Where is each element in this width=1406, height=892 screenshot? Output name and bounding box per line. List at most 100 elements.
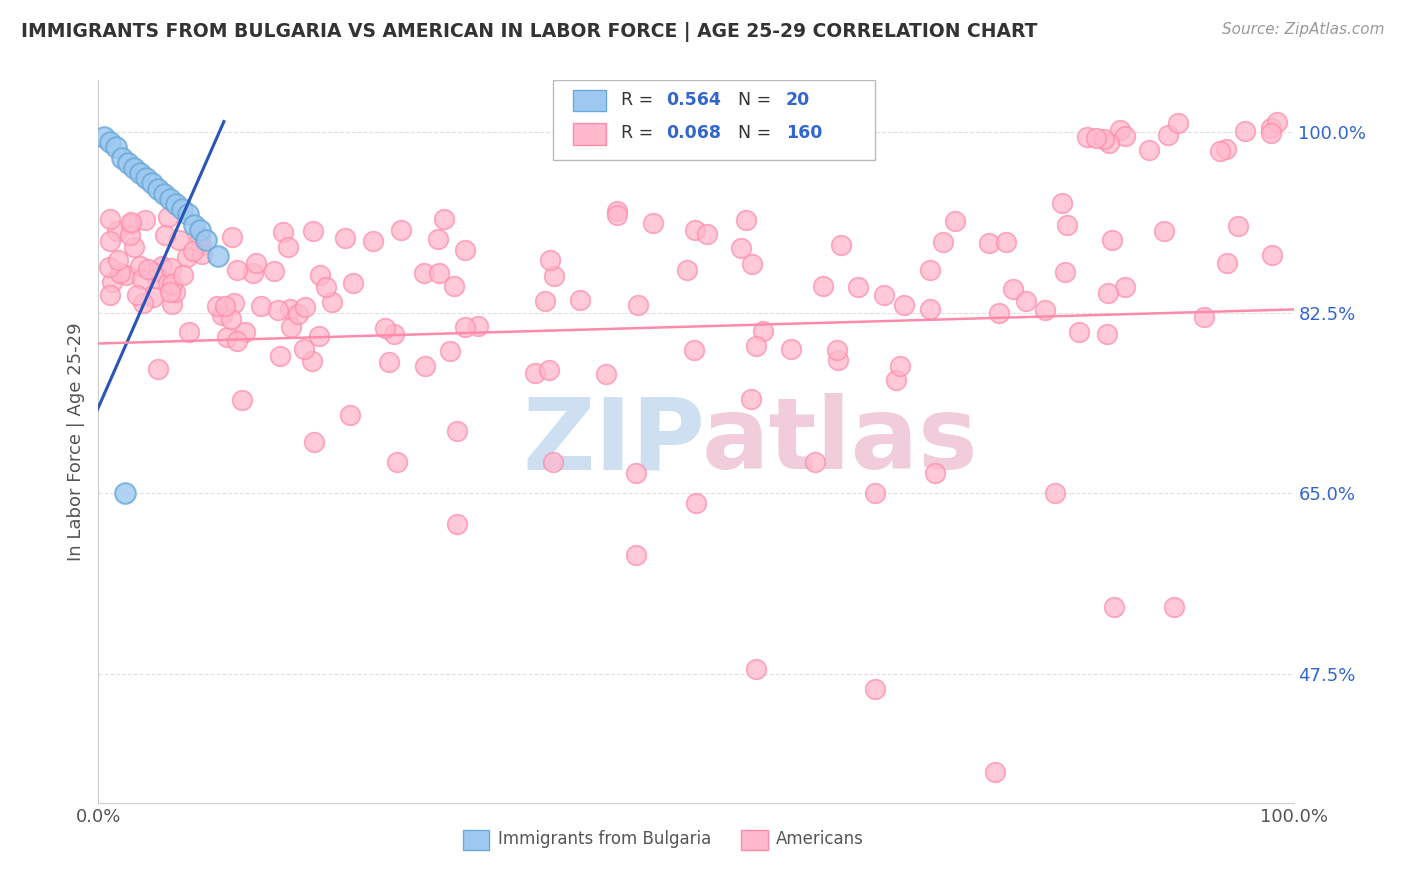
Point xyxy=(1001,282,1024,296)
Point xyxy=(172,268,194,282)
Point xyxy=(242,266,264,280)
Point xyxy=(141,177,163,191)
Point xyxy=(1097,286,1119,301)
Point xyxy=(1043,486,1066,500)
Point xyxy=(740,392,762,406)
Point xyxy=(453,243,475,257)
Point xyxy=(267,303,290,318)
Point xyxy=(413,266,436,280)
Point xyxy=(1265,115,1288,129)
Point xyxy=(176,250,198,264)
Point xyxy=(148,362,170,376)
Point xyxy=(752,324,775,338)
Point xyxy=(280,320,302,334)
Point xyxy=(893,298,915,312)
Text: R =: R = xyxy=(620,91,658,109)
Point xyxy=(1226,219,1249,233)
Point xyxy=(172,202,194,217)
Point xyxy=(142,264,165,278)
Point xyxy=(1153,224,1175,238)
Point xyxy=(533,293,555,308)
Point xyxy=(98,288,121,302)
Point xyxy=(830,238,852,252)
Point xyxy=(433,211,456,226)
Point xyxy=(865,682,887,697)
Point xyxy=(932,235,955,249)
Point xyxy=(361,234,384,248)
Point xyxy=(188,230,211,244)
Point xyxy=(1097,326,1119,341)
Text: R =: R = xyxy=(620,124,658,142)
Point xyxy=(683,343,706,358)
Point xyxy=(1104,599,1126,614)
Point xyxy=(626,548,648,562)
Point xyxy=(146,271,169,285)
Point xyxy=(136,262,159,277)
Point xyxy=(339,408,361,422)
Point xyxy=(1261,248,1284,262)
Point xyxy=(160,277,183,291)
Point xyxy=(207,249,229,263)
Point xyxy=(301,353,323,368)
Point xyxy=(685,223,707,237)
Point xyxy=(413,359,436,373)
Text: Source: ZipAtlas.com: Source: ZipAtlas.com xyxy=(1222,22,1385,37)
Point xyxy=(108,266,131,280)
Point xyxy=(745,339,768,353)
Point xyxy=(924,466,946,480)
Text: 0.068: 0.068 xyxy=(666,124,721,142)
FancyBboxPatch shape xyxy=(553,80,876,160)
Point xyxy=(142,290,165,304)
Text: Americans: Americans xyxy=(776,830,863,848)
Point xyxy=(1163,599,1185,614)
Point xyxy=(157,210,180,224)
Text: 20: 20 xyxy=(786,91,810,109)
Point xyxy=(696,227,718,241)
Point xyxy=(160,261,183,276)
Point xyxy=(120,215,142,229)
Point xyxy=(249,299,271,313)
Point xyxy=(873,288,896,302)
Point xyxy=(117,156,139,170)
Point xyxy=(98,235,121,249)
Text: IMMIGRANTS FROM BULGARIA VS AMERICAN IN LABOR FORCE | AGE 25-29 CORRELATION CHAR: IMMIGRANTS FROM BULGARIA VS AMERICAN IN … xyxy=(21,22,1038,42)
Point xyxy=(231,393,253,408)
Point xyxy=(918,302,941,317)
Point xyxy=(569,293,592,308)
Point xyxy=(179,326,201,340)
Point xyxy=(385,455,409,469)
Point xyxy=(294,300,316,314)
Point xyxy=(105,140,128,154)
Point xyxy=(309,268,332,282)
Point xyxy=(467,318,489,333)
Point xyxy=(446,424,468,438)
Point xyxy=(114,486,136,500)
Point xyxy=(1260,121,1282,136)
Point xyxy=(884,373,907,387)
Point xyxy=(641,216,664,230)
Point xyxy=(984,764,1007,779)
Point xyxy=(427,232,450,246)
Point xyxy=(321,295,343,310)
Point xyxy=(269,349,291,363)
Point xyxy=(626,466,648,480)
Point xyxy=(889,359,911,374)
Point xyxy=(1092,132,1115,146)
Point xyxy=(278,301,301,316)
Point xyxy=(148,182,170,196)
Bar xyxy=(463,830,489,850)
Point xyxy=(1056,218,1078,232)
Point xyxy=(427,266,450,280)
Point xyxy=(308,329,330,343)
Point xyxy=(1101,233,1123,247)
Point xyxy=(1215,142,1237,156)
Point xyxy=(156,276,179,290)
Text: ZIP: ZIP xyxy=(523,393,706,490)
Point xyxy=(277,240,299,254)
Point xyxy=(374,321,396,335)
Point xyxy=(1167,115,1189,129)
Point xyxy=(1076,130,1098,145)
Point xyxy=(153,186,176,201)
Point xyxy=(537,363,560,377)
Point xyxy=(125,288,148,302)
